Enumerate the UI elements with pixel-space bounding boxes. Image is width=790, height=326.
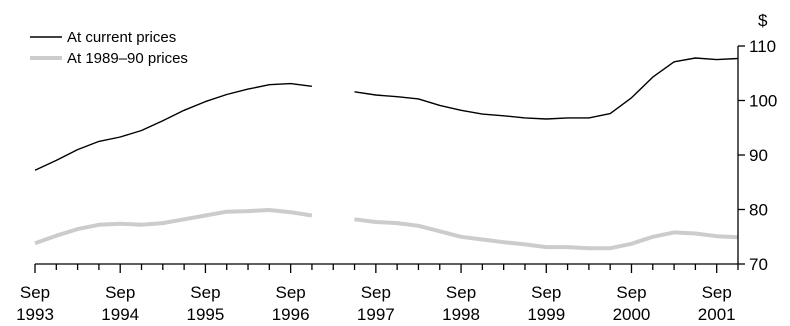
legend-label-current-prices: At current prices xyxy=(67,29,176,46)
x-tick-label-month: Sep xyxy=(616,283,646,302)
x-tick-label-month: Sep xyxy=(702,283,732,302)
x-tick-label-year: 1994 xyxy=(101,305,139,324)
legend-label-1989-90-prices: At 1989–90 prices xyxy=(67,50,188,67)
x-tick-label-month: Sep xyxy=(105,283,135,302)
x-tick-label-year: 1998 xyxy=(442,305,480,324)
y-tick-layer: 70 80 90 100 110 xyxy=(738,37,777,274)
x-tick-label-year: 1997 xyxy=(357,305,395,324)
x-tick-label-month: Sep xyxy=(276,283,306,302)
x-tick-label-year: 1995 xyxy=(187,305,225,324)
y-tick-label-100: 100 xyxy=(749,92,777,111)
y-tick-label-70: 70 xyxy=(749,255,768,274)
x-tick-label-year: 1999 xyxy=(527,305,565,324)
series-line-1989-90-prices-segment-1 xyxy=(34,208,313,246)
series-line-current-prices-segment-1 xyxy=(34,82,312,171)
x-tick-label-month: Sep xyxy=(190,283,220,302)
y-axis-unit-label: $ xyxy=(758,11,768,30)
x-tick-label-month: Sep xyxy=(531,283,561,302)
x-tick-label-month: Sep xyxy=(20,283,50,302)
series-line-1989-90-prices-segment-2 xyxy=(354,217,739,251)
y-tick-label-90: 90 xyxy=(749,146,768,165)
x-tick-layer: Sep 1993 Sep 1994 Sep 1995 Sep 1996 Sep 1997 Sep 19… xyxy=(16,264,739,324)
x-tick-label-year: 2000 xyxy=(613,305,651,324)
series-layer xyxy=(34,57,739,251)
y-tick-label-80: 80 xyxy=(749,201,768,220)
series-line-current-prices-segment-2 xyxy=(354,57,739,120)
y-tick-label-110: 110 xyxy=(749,37,776,56)
x-tick-label-year: 1996 xyxy=(272,305,310,324)
x-tick-label-month: Sep xyxy=(361,283,391,302)
x-tick-label-year: 2001 xyxy=(698,305,736,324)
x-tick-label-year: 1993 xyxy=(16,305,54,324)
legend: At current prices At 1989–90 prices xyxy=(30,29,188,67)
x-tick-label-month: Sep xyxy=(446,283,476,302)
